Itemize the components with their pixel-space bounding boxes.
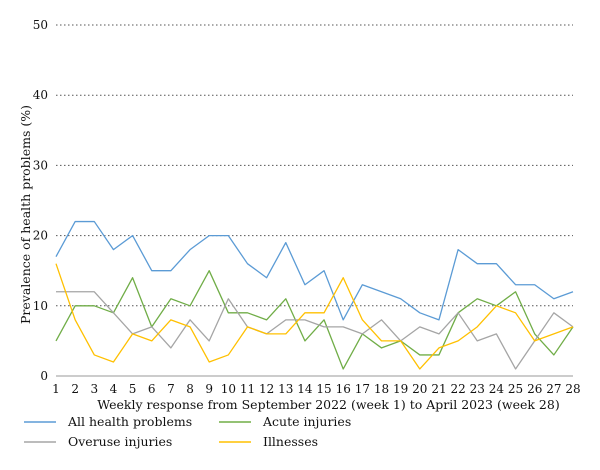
x-tick-label: 28 bbox=[565, 382, 580, 396]
series-lines bbox=[55, 220, 574, 370]
x-tick-label: 12 bbox=[259, 382, 274, 396]
x-tick-label: 8 bbox=[186, 382, 194, 396]
legend-label-1: Acute injuries bbox=[262, 414, 351, 429]
x-tick-label: 26 bbox=[527, 382, 542, 396]
y-tick-label: 0 bbox=[40, 369, 48, 383]
x-axis-ticks: 1 2 3 4 5 6 7 8 9 10 11 12 13 14 15 16 17 18 19 20 21 22 23 24 2… bbox=[52, 382, 580, 396]
y-axis-label: Prevalence of health problems (%) bbox=[18, 105, 33, 324]
legend-label-2: Overuse injuries bbox=[68, 434, 172, 449]
legend: All health problems Acute injuries Overuse… bbox=[24, 414, 351, 449]
x-tick-label: 6 bbox=[148, 382, 156, 396]
y-tick-label: 10 bbox=[33, 299, 48, 313]
x-tick-label: 11 bbox=[240, 382, 255, 396]
x-tick-label: 19 bbox=[393, 382, 408, 396]
series-line-3 bbox=[55, 263, 574, 370]
x-tick-label: 23 bbox=[470, 382, 485, 396]
y-axis-ticks: 0 10 20 30 40 50 bbox=[33, 18, 48, 383]
x-tick-label: 27 bbox=[546, 382, 561, 396]
x-axis-label: Weekly response from September 2022 (wee… bbox=[97, 397, 559, 412]
x-tick-label: 22 bbox=[450, 382, 465, 396]
x-tick-label: 1 bbox=[52, 382, 60, 396]
x-tick-label: 14 bbox=[297, 382, 313, 396]
x-tick-label: 7 bbox=[167, 382, 175, 396]
y-tick-label: 20 bbox=[33, 229, 48, 243]
series-line-2 bbox=[56, 291, 574, 370]
y-tick-label: 50 bbox=[33, 18, 48, 32]
x-tick-label: 16 bbox=[336, 382, 351, 396]
y-tick-label: 30 bbox=[33, 158, 48, 172]
legend-label-3: Illnesses bbox=[263, 434, 318, 449]
x-tick-label: 15 bbox=[316, 382, 331, 396]
legend-label-0: All health problems bbox=[67, 414, 192, 429]
x-tick-label: 10 bbox=[221, 382, 236, 396]
x-tick-label: 18 bbox=[374, 382, 389, 396]
x-tick-label: 5 bbox=[129, 382, 137, 396]
x-tick-label: 21 bbox=[431, 382, 446, 396]
x-tick-label: 24 bbox=[489, 382, 505, 396]
x-tick-label: 20 bbox=[412, 382, 427, 396]
x-tick-label: 17 bbox=[355, 382, 370, 396]
x-tick-label: 13 bbox=[278, 382, 293, 396]
x-tick-label: 2 bbox=[71, 382, 79, 396]
series-line-1 bbox=[55, 270, 574, 370]
x-tick-label: 9 bbox=[205, 382, 213, 396]
x-tick-label: 4 bbox=[110, 382, 118, 396]
series-line-0 bbox=[55, 220, 574, 321]
x-tick-label: 25 bbox=[508, 382, 523, 396]
y-tick-label: 40 bbox=[33, 88, 48, 102]
x-tick-label: 3 bbox=[90, 382, 98, 396]
